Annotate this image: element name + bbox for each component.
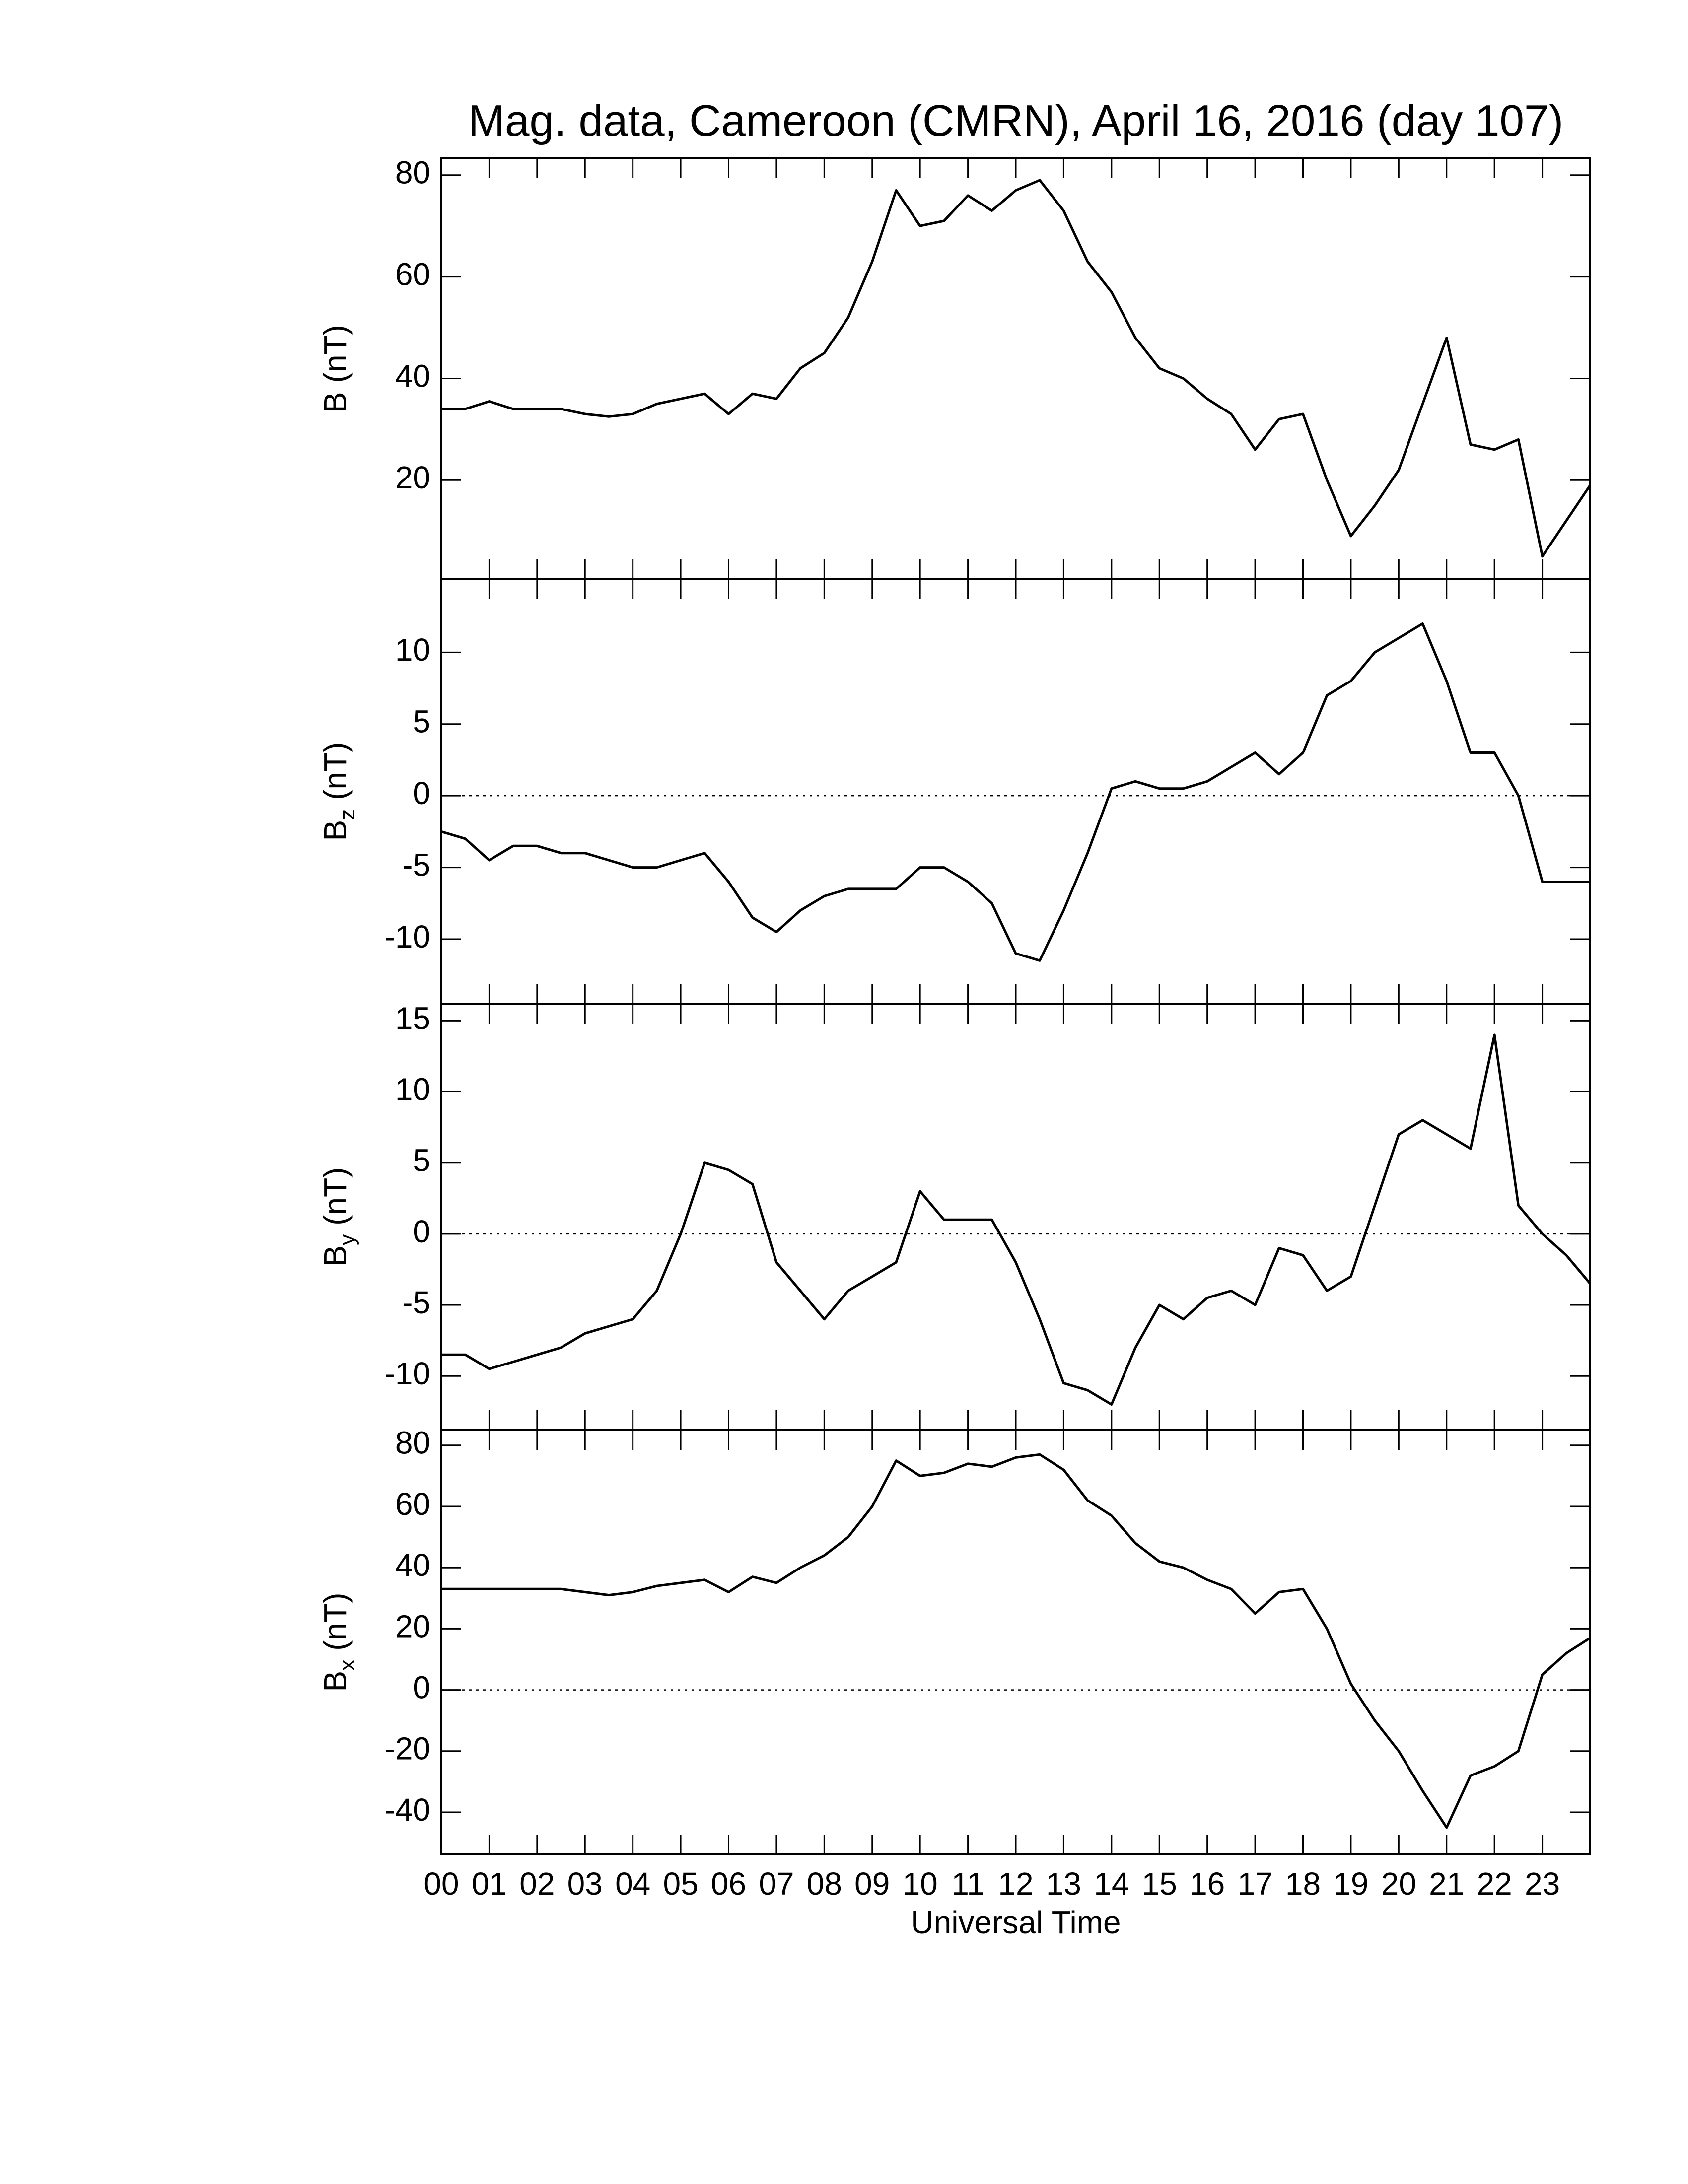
y-tick-label: 10 <box>395 1071 430 1107</box>
y-label-unit: (nT) <box>317 742 353 800</box>
x-tick-label: 19 <box>1333 1866 1368 1902</box>
data-line <box>441 622 1590 962</box>
y-label-sub: z <box>335 809 359 820</box>
y-tick-label: -20 <box>385 1731 431 1767</box>
x-tick-label: 03 <box>567 1866 603 1902</box>
chart-title: Mag. data, Cameroon (CMRN), April 16, 20… <box>468 96 1563 145</box>
x-tick-label: 14 <box>1094 1866 1129 1902</box>
data-line <box>441 179 1592 558</box>
x-axis-label: Universal Time <box>911 1905 1121 1940</box>
x-tick-label: 17 <box>1237 1866 1272 1902</box>
x-tick-label: 02 <box>519 1866 555 1902</box>
y-tick-label: -5 <box>402 1285 430 1320</box>
x-tick-label: 01 <box>472 1866 507 1902</box>
y-tick-label: 5 <box>413 1143 430 1178</box>
y-axis-label: Bz (nT) <box>317 742 359 841</box>
y-tick-label: 5 <box>413 704 430 740</box>
x-tick-label: 21 <box>1429 1866 1464 1902</box>
x-tick-label: 07 <box>759 1866 794 1902</box>
x-tick-label: 18 <box>1285 1866 1321 1902</box>
y-label-main: B <box>317 1245 353 1267</box>
x-tick-label: 04 <box>615 1866 650 1902</box>
y-tick-label: -10 <box>385 919 431 955</box>
x-tick-label: 22 <box>1477 1866 1512 1902</box>
x-tick-label: 11 <box>951 1866 984 1902</box>
y-tick-label: 15 <box>395 1000 430 1036</box>
x-tick-label: 05 <box>663 1866 698 1902</box>
x-tick-label: 08 <box>807 1866 842 1902</box>
y-tick-label: -40 <box>385 1792 431 1828</box>
y-label-sub: x <box>335 1660 359 1671</box>
plot-frame <box>440 1003 1591 1431</box>
y-tick-label: 20 <box>395 1608 430 1644</box>
y-label-unit: (nT) <box>317 1593 353 1651</box>
y-label-main: B <box>317 820 353 841</box>
y-tick-label: 0 <box>413 1670 430 1706</box>
y-axis-label: Bx (nT) <box>317 1593 359 1692</box>
y-tick-label: 60 <box>395 257 430 292</box>
y-label-sub: y <box>335 1234 359 1245</box>
y-axis-label: By (nT) <box>317 1167 359 1267</box>
data-line <box>441 1453 1591 1829</box>
data-line <box>441 1033 1591 1406</box>
y-tick-label: -10 <box>385 1356 431 1391</box>
y-tick-label: 0 <box>413 775 430 811</box>
x-tick-label: 10 <box>903 1866 938 1902</box>
y-label-unit: (nT) <box>317 325 353 383</box>
y-tick-label: 60 <box>395 1486 430 1522</box>
x-tick-label: 23 <box>1525 1866 1560 1902</box>
y-label-unit: (nT) <box>317 1167 353 1226</box>
x-tick-label: 20 <box>1381 1866 1416 1902</box>
plot-frame <box>440 1429 1591 1855</box>
x-tick-label: 15 <box>1142 1866 1177 1902</box>
x-tick-label: 12 <box>998 1866 1033 1902</box>
y-tick-label: 40 <box>395 358 430 394</box>
y-tick-label: -5 <box>402 847 430 883</box>
y-label-main: B <box>317 392 353 413</box>
x-tick-label: 13 <box>1046 1866 1081 1902</box>
y-tick-label: 40 <box>395 1547 430 1583</box>
x-tick-label: 09 <box>854 1866 890 1902</box>
y-label-main: B <box>317 1671 353 1692</box>
y-tick-label: 80 <box>395 1425 430 1461</box>
plot-frame <box>440 578 1591 1005</box>
y-tick-label: 20 <box>395 460 430 495</box>
x-tick-label: 16 <box>1190 1866 1225 1902</box>
y-tick-label: 0 <box>413 1214 430 1249</box>
x-tick-label: 00 <box>423 1866 459 1902</box>
y-tick-label: 80 <box>395 155 430 191</box>
y-tick-label: 10 <box>395 632 430 668</box>
x-tick-label: 06 <box>711 1866 746 1902</box>
y-axis-label: B (nT) <box>317 325 353 413</box>
plot-frame <box>440 157 1591 580</box>
